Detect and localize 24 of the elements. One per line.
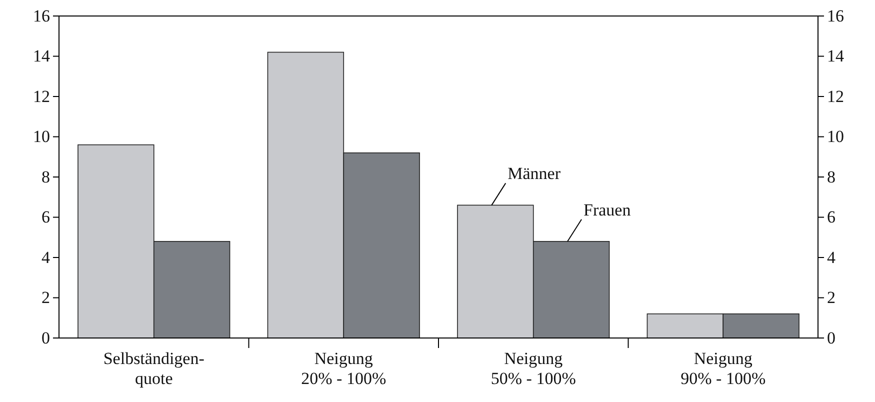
x-tick-label: Neigung 90% - 100%: [680, 349, 766, 388]
y-tick-label: 0: [42, 328, 50, 348]
y2-tick-label: 12: [827, 86, 844, 106]
y-tick-label: 14: [33, 46, 50, 66]
y-tick-label: 6: [42, 208, 50, 227]
y2-tick-label: 2: [827, 288, 836, 308]
y-tick-label: 10: [33, 127, 50, 146]
y-tick-label: 16: [33, 6, 50, 26]
series-label: Frauen: [584, 200, 632, 220]
y2-tick-label: 0: [827, 328, 836, 348]
y-tick-label: 2: [42, 288, 50, 308]
y2-tick-label: 10: [827, 127, 844, 146]
y-tick-label: 4: [42, 248, 50, 267]
x-tick-label: Neigung 20% - 100%: [301, 349, 386, 388]
y2-tick-label: 8: [827, 167, 836, 186]
y-tick-label: 12: [33, 86, 50, 106]
x-tick-label: Selbständigen- quote: [103, 349, 205, 388]
series-label: Männer: [508, 164, 561, 184]
y2-tick-label: 16: [827, 6, 844, 26]
y2-tick-label: 6: [827, 208, 836, 227]
y2-tick-label: 14: [827, 46, 844, 66]
x-tick-label: Neigung 50% - 100%: [490, 349, 576, 388]
y2-tick-label: 4: [827, 248, 836, 267]
y-tick-label: 8: [42, 167, 50, 186]
